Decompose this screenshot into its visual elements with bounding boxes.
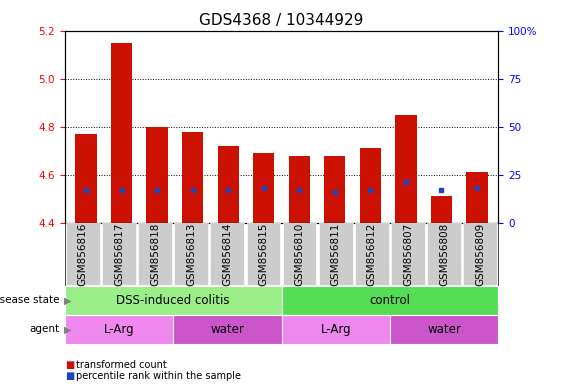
Text: ▶: ▶	[64, 324, 71, 334]
Text: ▶: ▶	[64, 295, 71, 306]
Text: transformed count: transformed count	[76, 360, 167, 370]
Bar	[431, 196, 452, 223]
Bar	[289, 156, 310, 223]
Text: GSM856807: GSM856807	[403, 223, 413, 286]
Text: GSM856810: GSM856810	[294, 223, 305, 286]
Bar	[360, 148, 381, 223]
Bar	[75, 134, 97, 223]
Text: ■: ■	[65, 360, 74, 370]
Text: water: water	[211, 323, 244, 336]
Text: GSM856816: GSM856816	[78, 223, 88, 286]
Text: GSM856814: GSM856814	[222, 223, 233, 286]
Text: GSM856813: GSM856813	[186, 223, 196, 286]
Bar	[324, 156, 346, 223]
Bar	[182, 132, 203, 223]
Bar	[146, 127, 168, 223]
Title: GDS4368 / 10344929: GDS4368 / 10344929	[199, 13, 364, 28]
Text: agent: agent	[29, 324, 59, 334]
Bar	[217, 146, 239, 223]
Bar	[253, 153, 274, 223]
Text: GSM856817: GSM856817	[114, 223, 124, 286]
Text: GSM856808: GSM856808	[439, 223, 449, 286]
Text: disease state: disease state	[0, 295, 59, 306]
Bar	[466, 172, 488, 223]
Text: GSM856809: GSM856809	[475, 223, 485, 286]
Text: L-Arg: L-Arg	[104, 323, 134, 336]
Text: L-Arg: L-Arg	[320, 323, 351, 336]
Bar	[111, 43, 132, 223]
Text: GSM856818: GSM856818	[150, 223, 160, 286]
Text: GSM856812: GSM856812	[367, 223, 377, 286]
Text: GSM856811: GSM856811	[330, 223, 341, 286]
Text: DSS-induced colitis: DSS-induced colitis	[117, 294, 230, 307]
Text: water: water	[427, 323, 461, 336]
Bar	[395, 115, 417, 223]
Text: control: control	[369, 294, 410, 307]
Text: GSM856815: GSM856815	[258, 223, 269, 286]
Text: ■: ■	[65, 371, 74, 381]
Text: percentile rank within the sample: percentile rank within the sample	[76, 371, 241, 381]
